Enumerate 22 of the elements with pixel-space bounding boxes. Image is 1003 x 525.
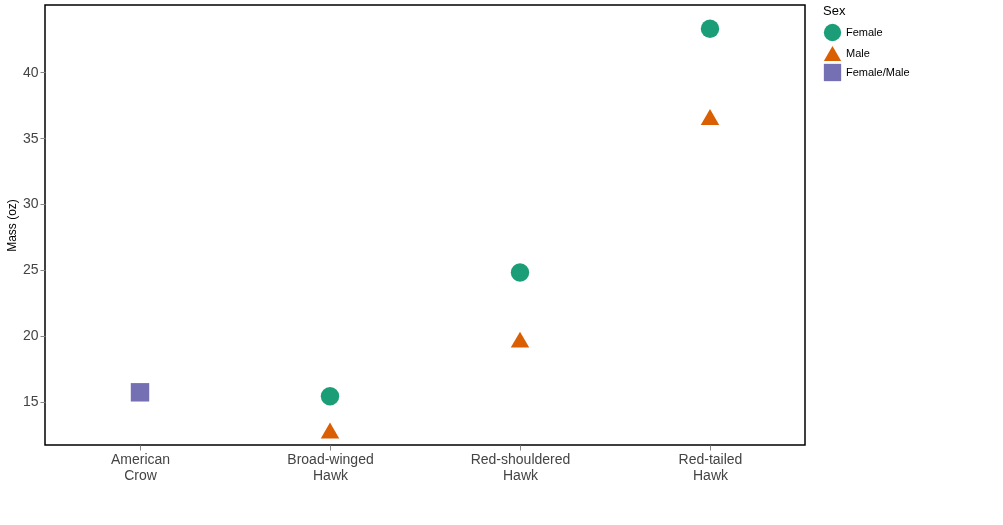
point	[510, 331, 530, 348]
x-tick-label: Broad-winged Hawk	[287, 450, 374, 483]
legend-title: Sex	[823, 3, 846, 18]
legend-label: Female	[846, 25, 883, 38]
point	[700, 108, 720, 125]
y-tick-label: 20	[22, 327, 39, 344]
y-tick-label: 40	[22, 63, 39, 80]
y-axis-title: Mass (oz)	[4, 199, 19, 252]
x-tick-label: Red-shouldered Hawk	[470, 450, 571, 483]
legend-label: Male	[846, 46, 870, 59]
point	[320, 422, 340, 439]
point	[130, 383, 150, 402]
point	[320, 387, 340, 406]
y-tick-label: 15	[22, 393, 39, 410]
x-tick-label: Red-tailed Hawk	[678, 450, 743, 483]
y-tick-label: 30	[22, 195, 39, 212]
x-tick-label: American Crow	[110, 450, 171, 483]
y-tick-label: 25	[22, 261, 39, 278]
point	[510, 263, 530, 282]
legend-label: Female/Male	[846, 65, 910, 78]
y-tick-label: 35	[22, 129, 39, 146]
point	[700, 19, 720, 38]
